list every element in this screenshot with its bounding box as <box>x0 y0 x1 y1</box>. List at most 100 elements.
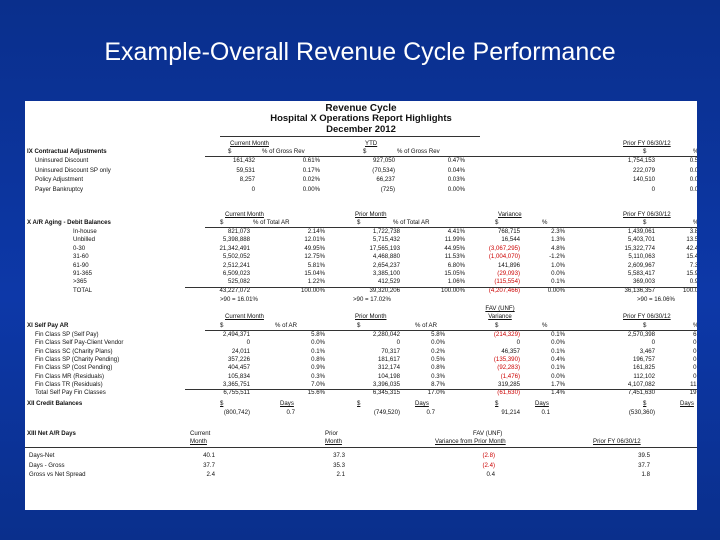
ar-aging-row: 0-30 21,342,491 49.95% 17,565,193 44.95% (3,0… <box>25 244 697 253</box>
prior-fy-amount: 2,609,967 <box>627 261 655 269</box>
ar-header-rule <box>205 227 697 228</box>
prior-month-days: 0.7 <box>426 409 435 416</box>
row-label: Fin Class Self Pay-Client Vendor <box>35 339 124 347</box>
variance-pct: 2.3% <box>551 228 565 235</box>
variance-amount: (4,207,466) <box>488 286 520 294</box>
variance-pct: 0.00% <box>547 286 565 294</box>
col-pct: % <box>542 322 548 329</box>
group-prior-fy: Prior FY 06/30/12 <box>623 140 671 147</box>
contractual-row: Uninsured Discount 161,432 0.61% 927,050 0.4… <box>25 157 697 165</box>
section-net-ar-days: XIII Net A/R Days <box>27 430 76 437</box>
current-value: 37.7 <box>203 461 215 469</box>
self-pay-row: Fin Class SP (Self Pay) 2,494,371 5.8% 2,28… <box>25 331 697 339</box>
prior-month-pct: 8.7% <box>431 380 445 388</box>
prior-fy-amount: 161,825 <box>632 364 655 372</box>
prior-fy-amount: 15,322,774 <box>624 244 656 252</box>
prior-month-amount: (749,520) <box>373 409 400 416</box>
prior-fy-pct: 0.3% <box>693 372 697 380</box>
group-prior-fy: Prior FY 06/30/12 <box>623 211 671 218</box>
prior-month-amount: 312,174 <box>377 364 400 372</box>
col-pct-ar: % of Total AR <box>393 219 430 226</box>
current-pct: 0.02% <box>302 176 320 183</box>
group-variance: Variance <box>498 211 522 218</box>
credit-header: XII Credit Balances $ Days $ Days $ Days $ Days <box>25 400 697 408</box>
variance-amount: 141,896 <box>497 261 520 269</box>
col-current: Current <box>190 430 211 437</box>
report-subtitle: Hospital X Operations Report Highlights <box>270 113 452 124</box>
prior-month-amount: 70,317 <box>381 347 400 355</box>
prior-month-amount: 2,280,042 <box>372 331 400 338</box>
prior-month-pct: 0.5% <box>431 355 445 363</box>
self-pay-row: Fin Class SP (Charity Pending) 357,226 0.8… <box>25 355 697 364</box>
current-amount: 2,512,241 <box>222 261 250 269</box>
prior-month-value: 35.3 <box>333 461 345 469</box>
prior-fy-amount: 112,102 <box>633 372 655 380</box>
over-90-prior-month: >90 = 17.02% <box>353 296 391 303</box>
header-divider <box>220 136 480 137</box>
current-pct: 0.61% <box>302 157 320 164</box>
variance-pct: 0.0% <box>551 372 565 380</box>
current-amount: (800,742) <box>223 409 250 416</box>
section-contractual: IX Contractual Adjustments <box>27 148 107 155</box>
variance-amount: 768,715 <box>497 228 520 235</box>
variance-value: (2.4) <box>482 461 495 469</box>
variance-amount: 0 <box>516 339 520 347</box>
current-pct: 5.81% <box>307 261 325 269</box>
ytd-amount: 927,050 <box>372 157 395 164</box>
prior-fy-value: 1.8 <box>641 471 650 478</box>
prior-fy-amount: 1,754,153 <box>627 157 655 164</box>
col-dollar: $ <box>357 400 361 407</box>
current-amount: 6,755,511 <box>223 389 250 397</box>
prior-fy-amount: 7,451,630 <box>627 389 655 397</box>
current-pct: 12.01% <box>304 236 325 244</box>
row-label: Fin Class SP (Charity Pending) <box>35 355 120 363</box>
row-label: Fin Class SP (Self Pay) <box>35 331 99 338</box>
current-amount: 8,257 <box>239 176 255 183</box>
row-label: Fin Class TR (Residuals) <box>35 380 103 388</box>
col-dollar: $ <box>220 219 224 226</box>
selfpay-col-header: XI Self Pay AR $ % of AR $ % of AR $% $% <box>25 322 697 330</box>
net-ar-row: Days-Net 40.1 37.3 (2.8) 39.5 <box>25 452 697 460</box>
self-pay-row: Fin Class TR (Residuals) 3,365,751 7.0% 3,3… <box>25 380 697 389</box>
variance-amount: (61,630) <box>497 389 520 397</box>
prior-month-amount: 412,529 <box>377 278 400 286</box>
variance-pct: 0.1% <box>551 364 565 372</box>
contractual-row: Policy Adjustment 8,257 0.02% 66,237 0.03% 14… <box>25 176 697 184</box>
ar-total-rule <box>185 286 697 288</box>
ytd-pct: 0.00% <box>447 185 465 193</box>
col-pct: % <box>542 219 548 226</box>
section-ar-aging: X A/R Aging - Debit Balances <box>27 219 111 226</box>
self-pay-row: Fin Class SP (Cost Pending) 404,457 0.9% 31… <box>25 365 697 372</box>
col-prior-fy: Prior FY 06/30/12 <box>593 438 641 445</box>
section-credit-balances: XII Credit Balances <box>27 400 83 407</box>
slide-title: Example-Overall Revenue Cycle Performanc… <box>104 38 616 66</box>
variance-amount: (92,283) <box>497 364 520 372</box>
prior-month-amount: 1,722,738 <box>372 228 400 235</box>
col-pct: % <box>693 322 697 329</box>
prior-fy-amount: 4,107,082 <box>627 380 655 388</box>
variance-pct: 0.1% <box>551 278 565 286</box>
ytd-pct: 0.04% <box>447 166 465 174</box>
col-pct-gross: % of Gross Rev <box>397 148 440 155</box>
current-pct: 5.8% <box>311 331 325 338</box>
current-pct: 0.8% <box>311 355 325 363</box>
current-pct: 1.22% <box>307 278 325 286</box>
group-prior-month: Prior Month <box>355 313 387 320</box>
current-amount: 43,227,072 <box>219 286 251 294</box>
row-label: In-house <box>73 228 97 235</box>
col-pct: % <box>693 219 697 226</box>
variance-pct: 4.8% <box>551 244 565 252</box>
contractual-header-rule <box>205 156 697 157</box>
row-label: Payer Bankruptcy <box>35 185 84 193</box>
current-amount: 0 <box>251 185 255 193</box>
current-pct: 0.17% <box>302 166 320 174</box>
row-label: Uninsured Discount <box>35 157 89 164</box>
self-pay-row: Total Self Pay Fin Classes 6,755,511 15.6%… <box>25 389 697 397</box>
prior-fy-amount: 369,003 <box>632 278 655 286</box>
col-dollar: $ <box>643 148 647 155</box>
current-amount: 3,365,751 <box>222 380 250 388</box>
row-label: Fin Class SP (Cost Pending) <box>35 364 113 372</box>
current-amount: 24,011 <box>231 347 250 355</box>
prior-month-amount: 2,654,237 <box>372 261 400 269</box>
prior-fy-amount: 0 <box>651 339 655 347</box>
